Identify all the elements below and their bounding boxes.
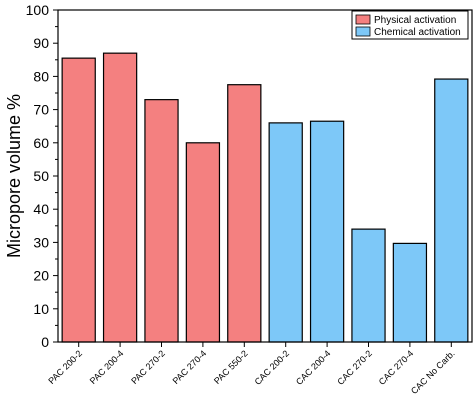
y-tick-label: 50 [33, 168, 49, 184]
x-tick-label: PAC 200-2 [46, 348, 84, 386]
y-tick-label: 30 [33, 234, 49, 250]
legend-label: Physical activation [374, 15, 456, 26]
bar [227, 84, 262, 343]
x-tick-label: CAC 270-4 [377, 348, 416, 387]
y-axis-ticks: 0 10 20 30 40 50 60 70 80 90 100 [26, 2, 58, 350]
y-tick-label: 100 [26, 2, 50, 18]
legend-box [351, 10, 469, 40]
x-tick-label: CAC No Carb. [409, 348, 457, 396]
x-tick-label: PAC 200-4 [88, 348, 126, 386]
legend-swatch [355, 26, 371, 37]
y-tick-label: 60 [33, 135, 49, 151]
bar [309, 120, 345, 343]
y-tick-label: 70 [33, 102, 49, 118]
y-tick-label: 40 [33, 201, 49, 217]
bar [185, 142, 221, 343]
x-tick-label: PAC 270-4 [171, 348, 209, 386]
x-axis-ticks: PAC 200-2 PAC 200-4 PAC 270-2 PAC 270-4 PAC … [46, 342, 457, 396]
legend-label: Chemical activation [374, 27, 461, 38]
y-axis-label: Micropore volume % [4, 94, 24, 258]
bar [144, 99, 179, 343]
y-tick-label: 0 [41, 334, 49, 350]
bars [61, 52, 469, 343]
bar [61, 57, 96, 343]
x-tick-label: PAC 550-2 [212, 348, 250, 386]
x-tick-label: CAC 270-2 [335, 348, 374, 387]
bar [102, 52, 138, 343]
x-tick-label: CAC 200-4 [294, 348, 333, 387]
bar [392, 242, 428, 343]
legend-swatch [355, 14, 371, 25]
y-tick-label: 80 [33, 68, 49, 84]
y-tick-label: 20 [33, 268, 49, 284]
y-tick-label: 10 [33, 301, 49, 317]
plot-frame [57, 9, 473, 343]
bar [268, 122, 303, 343]
bar [434, 78, 469, 343]
x-tick-label: CAC 200-2 [253, 348, 292, 387]
x-tick-label: PAC 270-2 [129, 348, 167, 386]
y-tick-label: 90 [33, 35, 49, 51]
bar [351, 228, 386, 343]
